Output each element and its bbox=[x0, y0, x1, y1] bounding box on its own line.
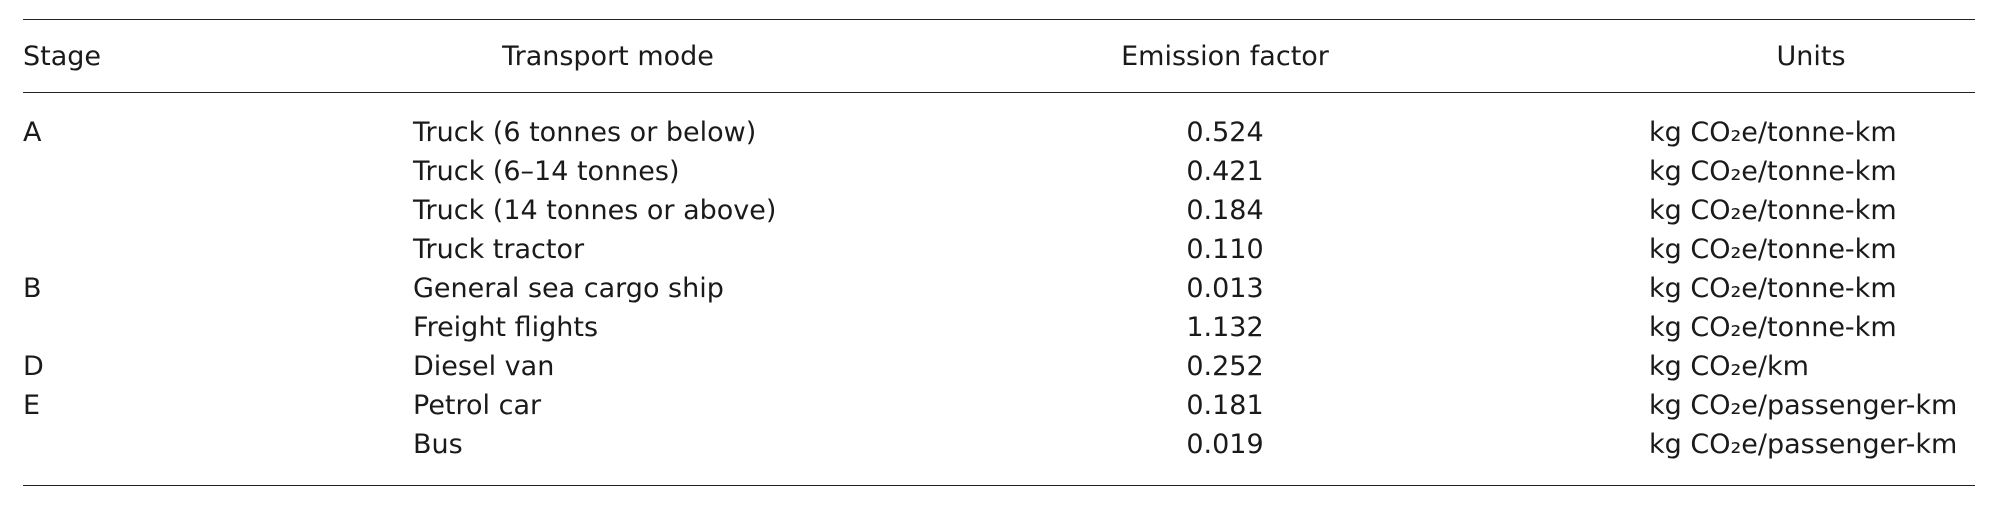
mode-cell: General sea cargo ship bbox=[413, 273, 724, 304]
mode-cell: Truck (14 tonnes or above) bbox=[413, 195, 777, 226]
header-cell: Emission factor bbox=[1121, 41, 1329, 72]
mode-cell: Truck (6–14 tonnes) bbox=[413, 156, 680, 187]
mode-cell: Freight flights bbox=[413, 312, 599, 343]
factor-cell: 0.524 bbox=[1186, 117, 1264, 148]
factor-cell: 0.181 bbox=[1186, 390, 1264, 421]
factor-cell: 0.013 bbox=[1186, 273, 1264, 304]
units-cell: kg CO₂e/km bbox=[1649, 351, 1809, 382]
mode-cell: Truck tractor bbox=[413, 234, 585, 265]
stage-cell: E bbox=[23, 390, 41, 421]
units-cell: kg CO₂e/passenger-km bbox=[1649, 429, 1958, 460]
units-cell: kg CO₂e/tonne-km bbox=[1649, 117, 1897, 148]
units-cell: kg CO₂e/tonne-km bbox=[1649, 156, 1897, 187]
stage-cell: D bbox=[23, 351, 44, 382]
factor-cell: 0.019 bbox=[1186, 429, 1264, 460]
units-cell: kg CO₂e/passenger-km bbox=[1649, 390, 1958, 421]
top-rule bbox=[23, 19, 1975, 20]
mode-cell: Diesel van bbox=[413, 351, 555, 382]
header-rule bbox=[23, 92, 1975, 93]
factor-cell: 1.132 bbox=[1186, 312, 1264, 343]
units-cell: kg CO₂e/tonne-km bbox=[1649, 195, 1897, 226]
header-cell: Transport mode bbox=[502, 41, 714, 72]
mode-cell: Petrol car bbox=[413, 390, 542, 421]
units-cell: kg CO₂e/tonne-km bbox=[1649, 312, 1897, 343]
factor-cell: 0.421 bbox=[1186, 156, 1264, 187]
units-cell: kg CO₂e/tonne-km bbox=[1649, 273, 1897, 304]
header-cell: Stage bbox=[23, 41, 102, 72]
header-cell: Units bbox=[1776, 41, 1846, 72]
factor-cell: 0.184 bbox=[1186, 195, 1264, 226]
factor-cell: 0.110 bbox=[1186, 234, 1264, 265]
mode-cell: Truck (6 tonnes or below) bbox=[413, 117, 757, 148]
factor-cell: 0.252 bbox=[1186, 351, 1264, 382]
stage-cell: A bbox=[23, 117, 42, 148]
bottom-rule bbox=[23, 485, 1975, 486]
mode-cell: Bus bbox=[413, 429, 463, 460]
stage-cell: B bbox=[23, 273, 42, 304]
units-cell: kg CO₂e/tonne-km bbox=[1649, 234, 1897, 265]
